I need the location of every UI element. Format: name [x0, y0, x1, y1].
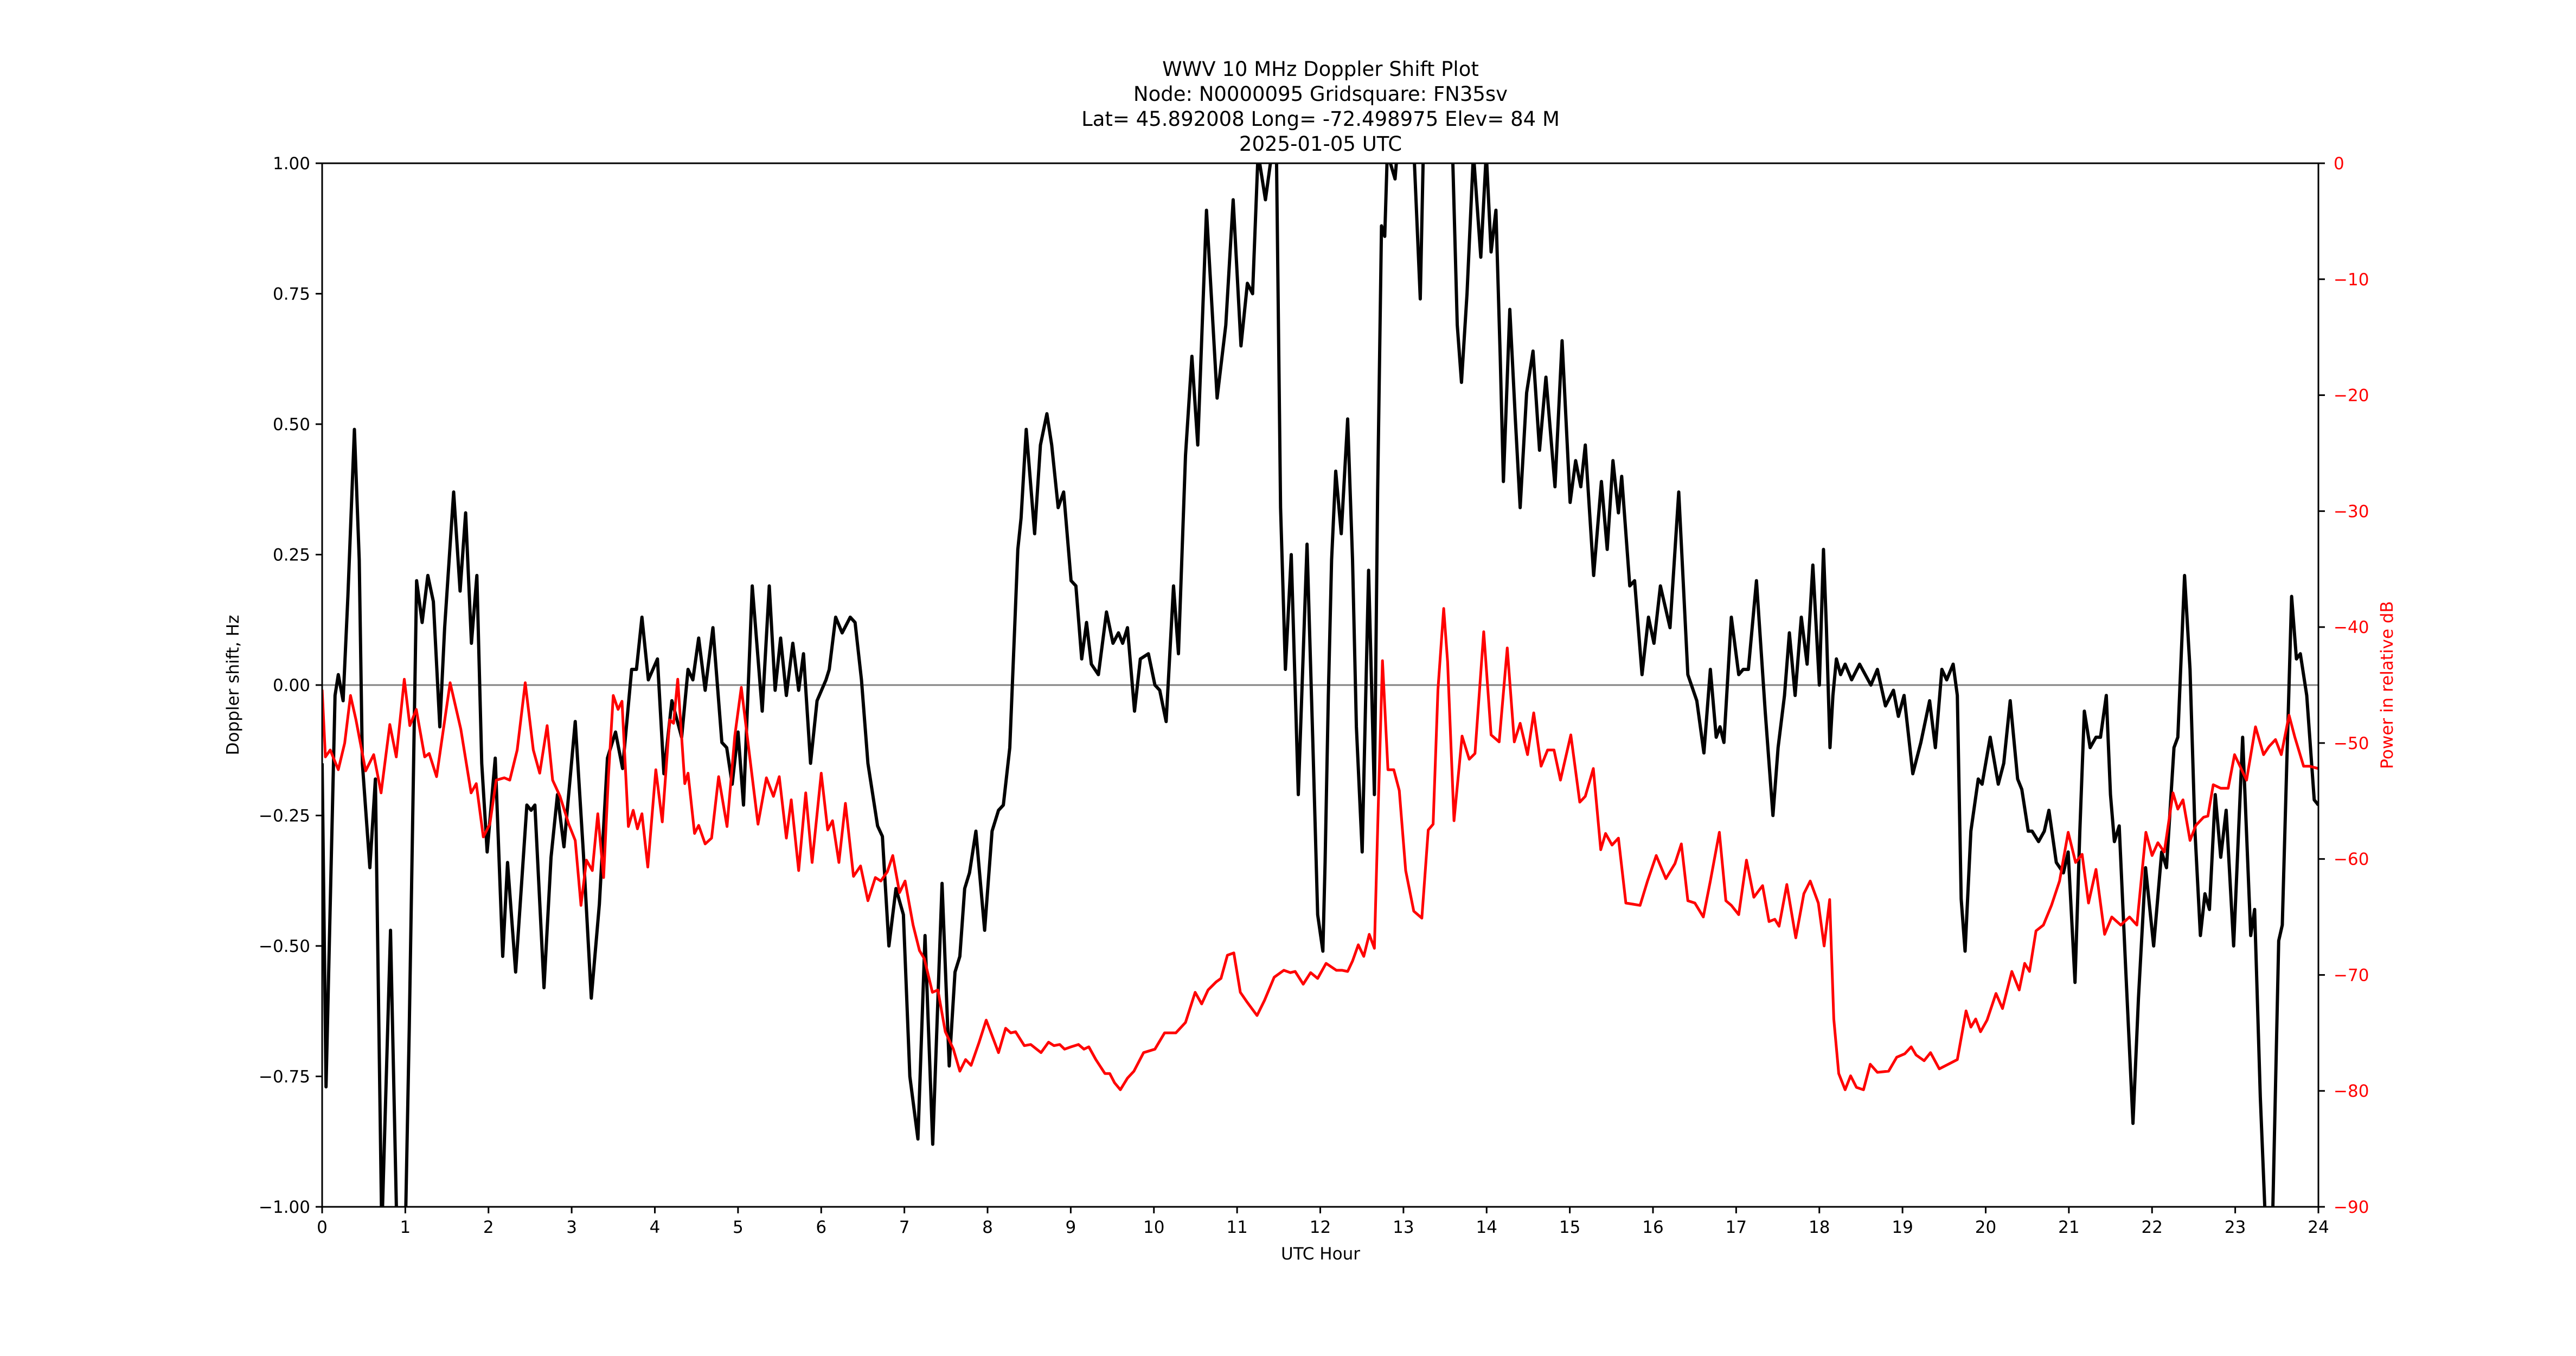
x-axis-ticks: 0 1 2 3 4 5 6 7 8 9 10 11 12 13 14 15 16 17 18 19 20 21 22 23 24 [317, 1207, 2329, 1237]
y-tick-label: 1.00 [273, 154, 310, 174]
title-line-1: WWV 10 MHz Doppler Shift Plot [1162, 57, 1479, 81]
doppler-series-line [322, 163, 2318, 1207]
x-tick-label: 18 [1809, 1218, 1830, 1237]
y-tick-label: −0.25 [259, 807, 310, 826]
title-line-3: Lat= 45.892008 Long= -72.498975 Elev= 84… [1081, 107, 1560, 131]
y-right-tick-label: −20 [2334, 386, 2369, 406]
y-tick-label: −0.75 [259, 1067, 310, 1087]
x-tick-label: 14 [1476, 1218, 1497, 1237]
x-tick-label: 4 [650, 1218, 661, 1237]
x-tick-label: 1 [400, 1218, 411, 1237]
y-right-tick-label: −30 [2334, 502, 2369, 521]
power-series-line [322, 607, 2318, 1091]
x-tick-label: 6 [816, 1218, 826, 1237]
y-right-tick-label: −50 [2334, 734, 2369, 753]
x-tick-label: 17 [1726, 1218, 1747, 1237]
x-tick-label: 0 [317, 1218, 328, 1237]
y-axis-left-ticks: 1.00 0.75 0.50 0.25 0.00 −0.25 −0.50 −0.75 −1.00 [259, 154, 322, 1217]
x-tick-label: 22 [2142, 1218, 2163, 1237]
x-tick-label: 21 [2058, 1218, 2079, 1237]
x-tick-label: 19 [1892, 1218, 1913, 1237]
x-tick-label: 9 [1066, 1218, 1076, 1237]
x-tick-label: 7 [899, 1218, 910, 1237]
x-tick-label: 11 [1226, 1218, 1247, 1237]
chart-title: WWV 10 MHz Doppler Shift Plot Node: N000… [1081, 57, 1560, 156]
x-tick-label: 5 [733, 1218, 744, 1237]
x-tick-label: 10 [1143, 1218, 1164, 1237]
y-axis-right-ticks: 0 −10 −20 −30 −40 −50 −60 −70 −80 −90 [2318, 154, 2369, 1217]
x-tick-label: 23 [2225, 1218, 2246, 1237]
y-right-tick-label: −90 [2334, 1198, 2369, 1217]
y-right-tick-label: 0 [2334, 154, 2344, 174]
title-line-2: Node: N0000095 Gridsquare: FN35sv [1133, 82, 1508, 106]
y-tick-label: 0.25 [273, 546, 310, 565]
y-axis-right-label: Power in relative dB [2378, 601, 2397, 769]
x-tick-label: 3 [566, 1218, 577, 1237]
x-tick-label: 20 [1975, 1218, 1996, 1237]
y-right-tick-label: −70 [2334, 965, 2369, 985]
x-tick-label: 13 [1393, 1218, 1414, 1237]
y-right-tick-label: −80 [2334, 1082, 2369, 1101]
x-tick-label: 2 [483, 1218, 494, 1237]
y-tick-label: 0.75 [273, 285, 310, 304]
y-right-tick-label: −60 [2334, 850, 2369, 869]
x-tick-label: 8 [982, 1218, 993, 1237]
x-tick-label: 24 [2308, 1218, 2329, 1237]
y-tick-label: −1.00 [259, 1198, 310, 1217]
y-tick-label: 0.50 [273, 415, 310, 434]
y-tick-label: 0.00 [273, 676, 310, 695]
title-line-4: 2025-01-05 UTC [1239, 132, 1402, 156]
y-right-tick-label: −40 [2334, 618, 2369, 637]
y-axis-left-label: Doppler shift, Hz [223, 615, 243, 756]
x-tick-label: 16 [1642, 1218, 1663, 1237]
x-axis-label: UTC Hour [1281, 1244, 1360, 1264]
x-tick-label: 12 [1310, 1218, 1331, 1237]
x-tick-label: 15 [1559, 1218, 1580, 1237]
y-tick-label: −0.50 [259, 937, 310, 956]
y-right-tick-label: −10 [2334, 270, 2369, 290]
